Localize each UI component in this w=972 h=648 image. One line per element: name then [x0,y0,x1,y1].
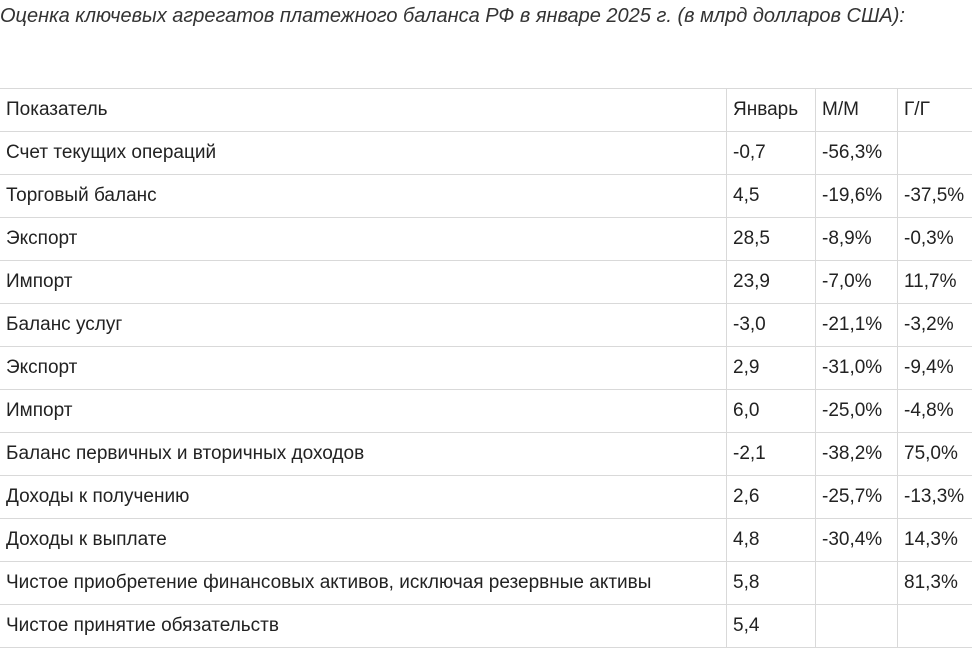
table-cell: -9,4% [898,347,972,390]
table-cell: 6,0 [727,390,816,433]
table-cell: 81,3% [898,562,972,605]
table-cell [898,605,972,648]
table-cell [816,562,898,605]
table-cell: Счет текущих операций [0,132,727,175]
table-cell: Экспорт [0,347,727,390]
table-cell [816,605,898,648]
table-cell: 4,8 [727,519,816,562]
table-cell: -0,3% [898,218,972,261]
table-cell: -56,3% [816,132,898,175]
table-cell: -7,0% [816,261,898,304]
table-cell: -4,8% [898,390,972,433]
table-cell: 28,5 [727,218,816,261]
table-cell: -30,4% [816,519,898,562]
table-row: Баланс услуг-3,0-21,1%-3,2% [0,304,972,347]
table-cell: -37,5% [898,175,972,218]
table-cell: Импорт [0,390,727,433]
table-cell: 14,3% [898,519,972,562]
table-cell: 5,4 [727,605,816,648]
header-cell: М/М [816,89,898,132]
table-cell: 11,7% [898,261,972,304]
table-cell: 2,6 [727,476,816,519]
table-cell: Доходы к выплате [0,519,727,562]
table-row: Чистое приобретение финансовых активов, … [0,562,972,605]
table-cell: -2,1 [727,433,816,476]
table-row: Счет текущих операций-0,7-56,3% [0,132,972,175]
table-cell: -3,0 [727,304,816,347]
table-row: Баланс первичных и вторичных доходов-2,1… [0,433,972,476]
page-title: Оценка ключевых агрегатов платежного бал… [0,0,960,32]
balance-table: Показатель Январь М/М Г/Г Счет текущих о… [0,88,972,648]
table-cell: 23,9 [727,261,816,304]
table-cell: 2,9 [727,347,816,390]
table-cell: -25,0% [816,390,898,433]
table-cell: -0,7 [727,132,816,175]
table-cell: -13,3% [898,476,972,519]
table-cell: Доходы к получению [0,476,727,519]
header-cell: Г/Г [898,89,972,132]
table-header-row: Показатель Январь М/М Г/Г [0,89,972,132]
table-cell: -3,2% [898,304,972,347]
header-cell: Показатель [0,89,727,132]
table-cell: Баланс первичных и вторичных доходов [0,433,727,476]
table-cell [898,132,972,175]
table-cell: -31,0% [816,347,898,390]
table-cell: Чистое приобретение финансовых активов, … [0,562,727,605]
table-cell: 75,0% [898,433,972,476]
table-cell: Экспорт [0,218,727,261]
table-cell: Импорт [0,261,727,304]
header-cell: Январь [727,89,816,132]
table-cell: -8,9% [816,218,898,261]
table-cell: -38,2% [816,433,898,476]
table-cell: Баланс услуг [0,304,727,347]
table-cell: 4,5 [727,175,816,218]
table-cell: Торговый баланс [0,175,727,218]
table-cell: Чистое принятие обязательств [0,605,727,648]
table-cell: -25,7% [816,476,898,519]
table-cell: 5,8 [727,562,816,605]
table-cell: -19,6% [816,175,898,218]
table-cell: -21,1% [816,304,898,347]
